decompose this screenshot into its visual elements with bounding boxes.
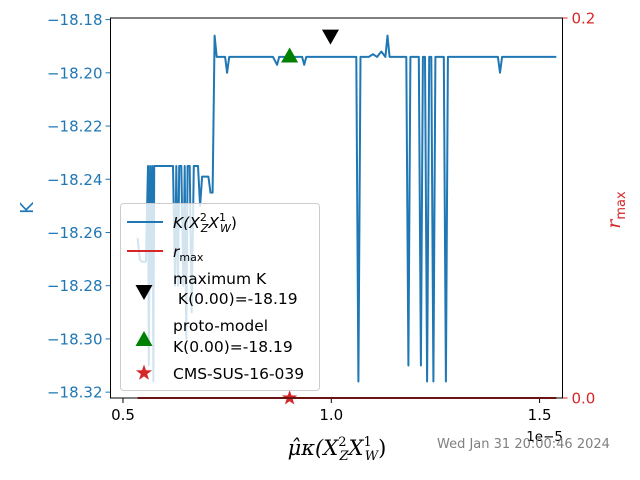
legend-maximum-k-icon [135,285,153,300]
y-left-tick-label: −18.20 [47,64,103,82]
y-left-tick-label: −18.18 [47,11,103,29]
y-axis-label-left: K [17,201,38,214]
y-right-tick-label: 0.2 [572,10,596,28]
left-axis-ticks: −18.18 −18.20 −18.22 −18.24 −18.26 −18.28 −18.… [47,11,111,402]
legend-k-mid: X [207,214,219,232]
cms-sus-marker [282,390,298,405]
x-axis-label-mid: X [347,436,365,460]
legend-k-sup2: 1 [219,211,226,224]
x-tick-label: 1.0 [319,406,343,424]
y-left-tick-label: −18.30 [47,330,103,348]
legend-label-k: K(X2 ZX1 W) [173,211,237,235]
legend-label-cms-sus: CMS-SUS-16-039 [173,365,304,383]
y-axis-label-right-sub: max [614,191,629,220]
y-left-tick-label: −18.22 [47,118,103,136]
x-tick-label: 1.5 [528,406,552,424]
maximum-k-marker [321,29,339,45]
timestamp: Wed Jan 31 20:00:46 2024 [437,437,610,452]
y-axis-label-right: rmax [603,191,629,229]
legend-k-end: ) [231,214,237,232]
right-axis-ticks: 0.0 0.2 [562,10,596,408]
marker-layer [281,29,339,405]
x-axis-label-main: μ̂κ(X [288,436,340,460]
x-axis-label-end: ) [378,436,386,460]
x-axis-label-sup2: 1 [363,435,371,450]
x-axis-label: μ̂κ(X2 ZX1 W) [288,435,387,464]
legend-label-maximum-k-value: K(0.00)=-18.19 [173,290,298,308]
legend-k-main: K(X [173,214,200,232]
legend-label-proto-model: proto-model [173,317,268,335]
x-axis-ticks: 0.5 1.0 1.5 [111,398,552,424]
y-left-tick-label: −18.26 [47,224,103,242]
x-tick-label: 0.5 [111,406,135,424]
plot-frame [110,17,563,399]
legend-k-sup1: 2 [200,211,207,224]
k-series-line [136,34,557,383]
legend-proto-model-icon [135,331,153,346]
legend-k-sub2: W [220,222,232,235]
legend: K(X2 ZX1 W) rmax maximum K K(0.00)=-18.19 … [120,203,320,391]
x-scale-offset: 1e−5 [526,429,563,445]
y-right-tick-label: 0.0 [572,390,596,408]
legend-rmax-sub: max [179,251,203,264]
y-left-tick-label: −18.32 [47,384,103,402]
y-axis-label-right-main: r [603,218,625,229]
legend-cms-sus-star-icon [135,364,153,380]
legend-rmax-main: r [173,243,181,261]
legend-label-rmax: rmax [173,243,204,264]
y-left-tick-label: −18.28 [47,277,103,295]
legend-label-proto-model-value: K(0.00)=-18.19 [173,338,293,356]
x-axis-label-sub2: W [365,449,380,464]
proto-model-marker [281,47,299,63]
legend-k-sub1: Z [200,222,209,235]
legend-label-maximum-k: maximum K [173,270,267,288]
legend-box [120,203,320,391]
x-axis-label-sub1: Z [338,449,349,464]
y-left-tick-label: −18.24 [47,171,103,189]
x-axis-label-sup1: 2 [338,435,346,450]
